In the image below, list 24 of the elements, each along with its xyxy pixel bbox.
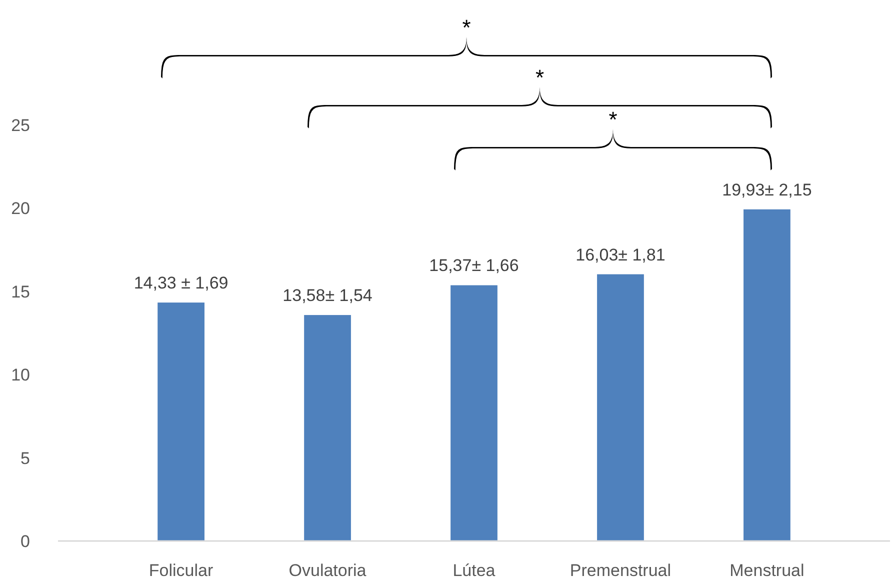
y-tick-label: 0 [20,532,30,551]
x-tick-label: Lútea [452,561,496,580]
data-label: 14,33 ± 1,69 [134,274,228,293]
data-label: 16,03± 1,81 [576,245,666,264]
text: * [535,65,544,90]
x-tick-label: Premenstrual [570,561,672,580]
y-tick-label: 25 [11,116,30,135]
data-label: 13,58± 1,54 [282,286,372,306]
x-tick-label: Folicular [148,561,214,580]
text: * [462,15,472,40]
x-tick-label: Ovulatoria [288,561,367,580]
bar [744,209,790,541]
data-label: 19,93± 2,15 [722,180,812,200]
bar [450,285,498,541]
annotation: * [608,107,618,132]
x-tick-label: Menstrual [730,561,804,580]
y-tick-label: 15 [11,282,30,302]
y-tick-label: 10 [11,366,30,385]
bar [158,302,204,541]
y-tick-label: 20 [11,199,30,218]
y-tick-label: 5 [20,448,30,468]
bar [597,274,644,541]
bar [304,315,351,541]
data-label: 15,37± 1,66 [429,256,519,276]
